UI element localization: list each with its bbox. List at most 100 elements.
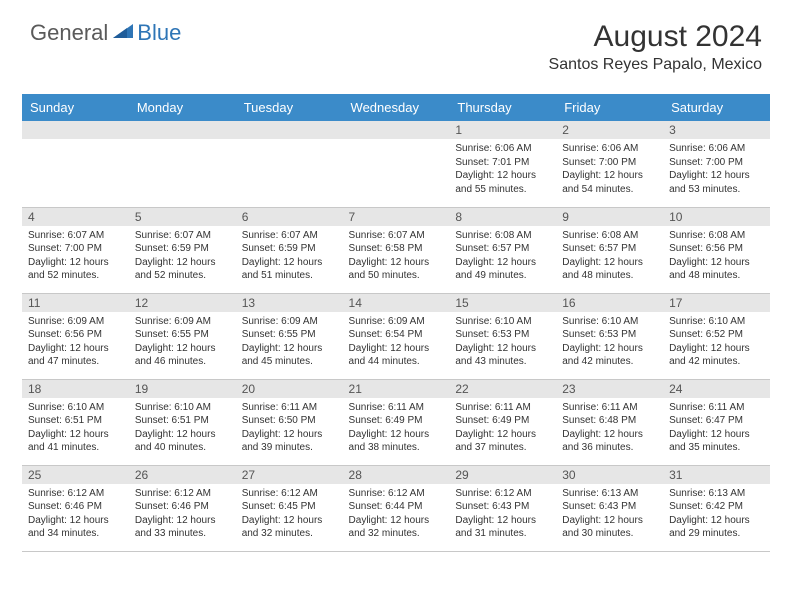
sunrise-text: Sunrise: 6:10 AM (455, 315, 550, 329)
sunrise-text: Sunrise: 6:13 AM (669, 487, 764, 501)
sunrise-text: Sunrise: 6:06 AM (455, 142, 550, 156)
day-number: 12 (129, 294, 236, 312)
day-number: 2 (556, 121, 663, 139)
day-content: Sunrise: 6:07 AMSunset: 7:00 PMDaylight:… (22, 226, 129, 289)
sunrise-text: Sunrise: 6:09 AM (135, 315, 230, 329)
daylight-text: Daylight: 12 hours and 32 minutes. (349, 514, 444, 541)
day-number: 30 (556, 466, 663, 484)
day-content: Sunrise: 6:07 AMSunset: 6:59 PMDaylight:… (236, 226, 343, 289)
daylight-text: Daylight: 12 hours and 48 minutes. (562, 256, 657, 283)
sunrise-text: Sunrise: 6:06 AM (669, 142, 764, 156)
day-content: Sunrise: 6:09 AMSunset: 6:55 PMDaylight:… (236, 312, 343, 375)
day-content: Sunrise: 6:12 AMSunset: 6:46 PMDaylight:… (129, 484, 236, 547)
daylight-text: Daylight: 12 hours and 51 minutes. (242, 256, 337, 283)
sunrise-text: Sunrise: 6:10 AM (28, 401, 123, 415)
sunset-text: Sunset: 6:57 PM (562, 242, 657, 256)
day-number: 26 (129, 466, 236, 484)
day-number: 1 (449, 121, 556, 139)
daylight-text: Daylight: 12 hours and 41 minutes. (28, 428, 123, 455)
sunset-text: Sunset: 7:00 PM (562, 156, 657, 170)
sunset-text: Sunset: 6:54 PM (349, 328, 444, 342)
day-content: Sunrise: 6:10 AMSunset: 6:53 PMDaylight:… (449, 312, 556, 375)
day-number: 27 (236, 466, 343, 484)
sunset-text: Sunset: 6:51 PM (135, 414, 230, 428)
logo-text-blue: Blue (137, 20, 181, 46)
daylight-text: Daylight: 12 hours and 33 minutes. (135, 514, 230, 541)
sunrise-text: Sunrise: 6:07 AM (135, 229, 230, 243)
day-number: 31 (663, 466, 770, 484)
weekday-header: Monday (129, 94, 236, 121)
sunset-text: Sunset: 6:43 PM (562, 500, 657, 514)
day-content: Sunrise: 6:09 AMSunset: 6:55 PMDaylight:… (129, 312, 236, 375)
day-number: 13 (236, 294, 343, 312)
day-content: Sunrise: 6:08 AMSunset: 6:56 PMDaylight:… (663, 226, 770, 289)
sunset-text: Sunset: 6:53 PM (455, 328, 550, 342)
calendar-day-cell: 28Sunrise: 6:12 AMSunset: 6:44 PMDayligh… (343, 465, 450, 551)
calendar-day-cell: 21Sunrise: 6:11 AMSunset: 6:49 PMDayligh… (343, 379, 450, 465)
daylight-text: Daylight: 12 hours and 31 minutes. (455, 514, 550, 541)
weekday-header: Saturday (663, 94, 770, 121)
sunrise-text: Sunrise: 6:12 AM (135, 487, 230, 501)
calendar-day-cell: 1 Sunrise: 6:06 AMSunset: 7:01 PMDaylight… (449, 121, 556, 207)
logo-text-general: General (30, 20, 108, 46)
sunrise-text: Sunrise: 6:12 AM (28, 487, 123, 501)
calendar-table: Sunday Monday Tuesday Wednesday Thursday… (22, 94, 770, 552)
day-number: 15 (449, 294, 556, 312)
empty-day (236, 121, 343, 139)
header: General Blue August 2024 Santos Reyes Pa… (0, 0, 792, 84)
day-content: Sunrise: 6:11 AMSunset: 6:47 PMDaylight:… (663, 398, 770, 461)
day-content: Sunrise: 6:13 AMSunset: 6:42 PMDaylight:… (663, 484, 770, 547)
sunrise-text: Sunrise: 6:11 AM (242, 401, 337, 415)
weekday-header: Wednesday (343, 94, 450, 121)
day-number: 28 (343, 466, 450, 484)
day-number: 5 (129, 208, 236, 226)
sunset-text: Sunset: 6:49 PM (349, 414, 444, 428)
calendar-day-cell: 3Sunrise: 6:06 AMSunset: 7:00 PMDaylight… (663, 121, 770, 207)
calendar-day-cell: 18Sunrise: 6:10 AMSunset: 6:51 PMDayligh… (22, 379, 129, 465)
calendar-day-cell: 26Sunrise: 6:12 AMSunset: 6:46 PMDayligh… (129, 465, 236, 551)
day-number: 4 (22, 208, 129, 226)
sunset-text: Sunset: 6:51 PM (28, 414, 123, 428)
sunset-text: Sunset: 7:00 PM (28, 242, 123, 256)
daylight-text: Daylight: 12 hours and 46 minutes. (135, 342, 230, 369)
calendar-day-cell: 2Sunrise: 6:06 AMSunset: 7:00 PMDaylight… (556, 121, 663, 207)
title-block: August 2024 Santos Reyes Papalo, Mexico (549, 20, 762, 74)
daylight-text: Daylight: 12 hours and 52 minutes. (28, 256, 123, 283)
sunrise-text: Sunrise: 6:13 AM (562, 487, 657, 501)
day-content: Sunrise: 6:08 AMSunset: 6:57 PMDaylight:… (556, 226, 663, 289)
sunset-text: Sunset: 6:57 PM (455, 242, 550, 256)
sunrise-text: Sunrise: 6:11 AM (562, 401, 657, 415)
day-number: 18 (22, 380, 129, 398)
daylight-text: Daylight: 12 hours and 54 minutes. (562, 169, 657, 196)
daylight-text: Daylight: 12 hours and 36 minutes. (562, 428, 657, 455)
sunset-text: Sunset: 6:53 PM (562, 328, 657, 342)
daylight-text: Daylight: 12 hours and 55 minutes. (455, 169, 550, 196)
day-content: Sunrise: 6:12 AMSunset: 6:45 PMDaylight:… (236, 484, 343, 547)
calendar-day-cell (343, 121, 450, 207)
day-number: 21 (343, 380, 450, 398)
sunset-text: Sunset: 6:58 PM (349, 242, 444, 256)
calendar-week-row: 4Sunrise: 6:07 AMSunset: 7:00 PMDaylight… (22, 207, 770, 293)
day-content: Sunrise: 6:09 AMSunset: 6:54 PMDaylight:… (343, 312, 450, 375)
daylight-text: Daylight: 12 hours and 44 minutes. (349, 342, 444, 369)
calendar-day-cell: 6Sunrise: 6:07 AMSunset: 6:59 PMDaylight… (236, 207, 343, 293)
sunrise-text: Sunrise: 6:12 AM (455, 487, 550, 501)
sunset-text: Sunset: 6:59 PM (242, 242, 337, 256)
sunrise-text: Sunrise: 6:08 AM (455, 229, 550, 243)
calendar-day-cell: 25Sunrise: 6:12 AMSunset: 6:46 PMDayligh… (22, 465, 129, 551)
day-content: Sunrise: 6:11 AMSunset: 6:49 PMDaylight:… (449, 398, 556, 461)
day-number: 22 (449, 380, 556, 398)
calendar-day-cell: 24Sunrise: 6:11 AMSunset: 6:47 PMDayligh… (663, 379, 770, 465)
day-number: 23 (556, 380, 663, 398)
sunset-text: Sunset: 6:56 PM (669, 242, 764, 256)
calendar-day-cell (129, 121, 236, 207)
day-number: 9 (556, 208, 663, 226)
sunrise-text: Sunrise: 6:09 AM (28, 315, 123, 329)
day-content: Sunrise: 6:10 AMSunset: 6:51 PMDaylight:… (22, 398, 129, 461)
sunset-text: Sunset: 7:01 PM (455, 156, 550, 170)
day-content: Sunrise: 6:12 AMSunset: 6:44 PMDaylight:… (343, 484, 450, 547)
daylight-text: Daylight: 12 hours and 48 minutes. (669, 256, 764, 283)
day-content: Sunrise: 6:12 AMSunset: 6:46 PMDaylight:… (22, 484, 129, 547)
daylight-text: Daylight: 12 hours and 29 minutes. (669, 514, 764, 541)
day-number: 25 (22, 466, 129, 484)
